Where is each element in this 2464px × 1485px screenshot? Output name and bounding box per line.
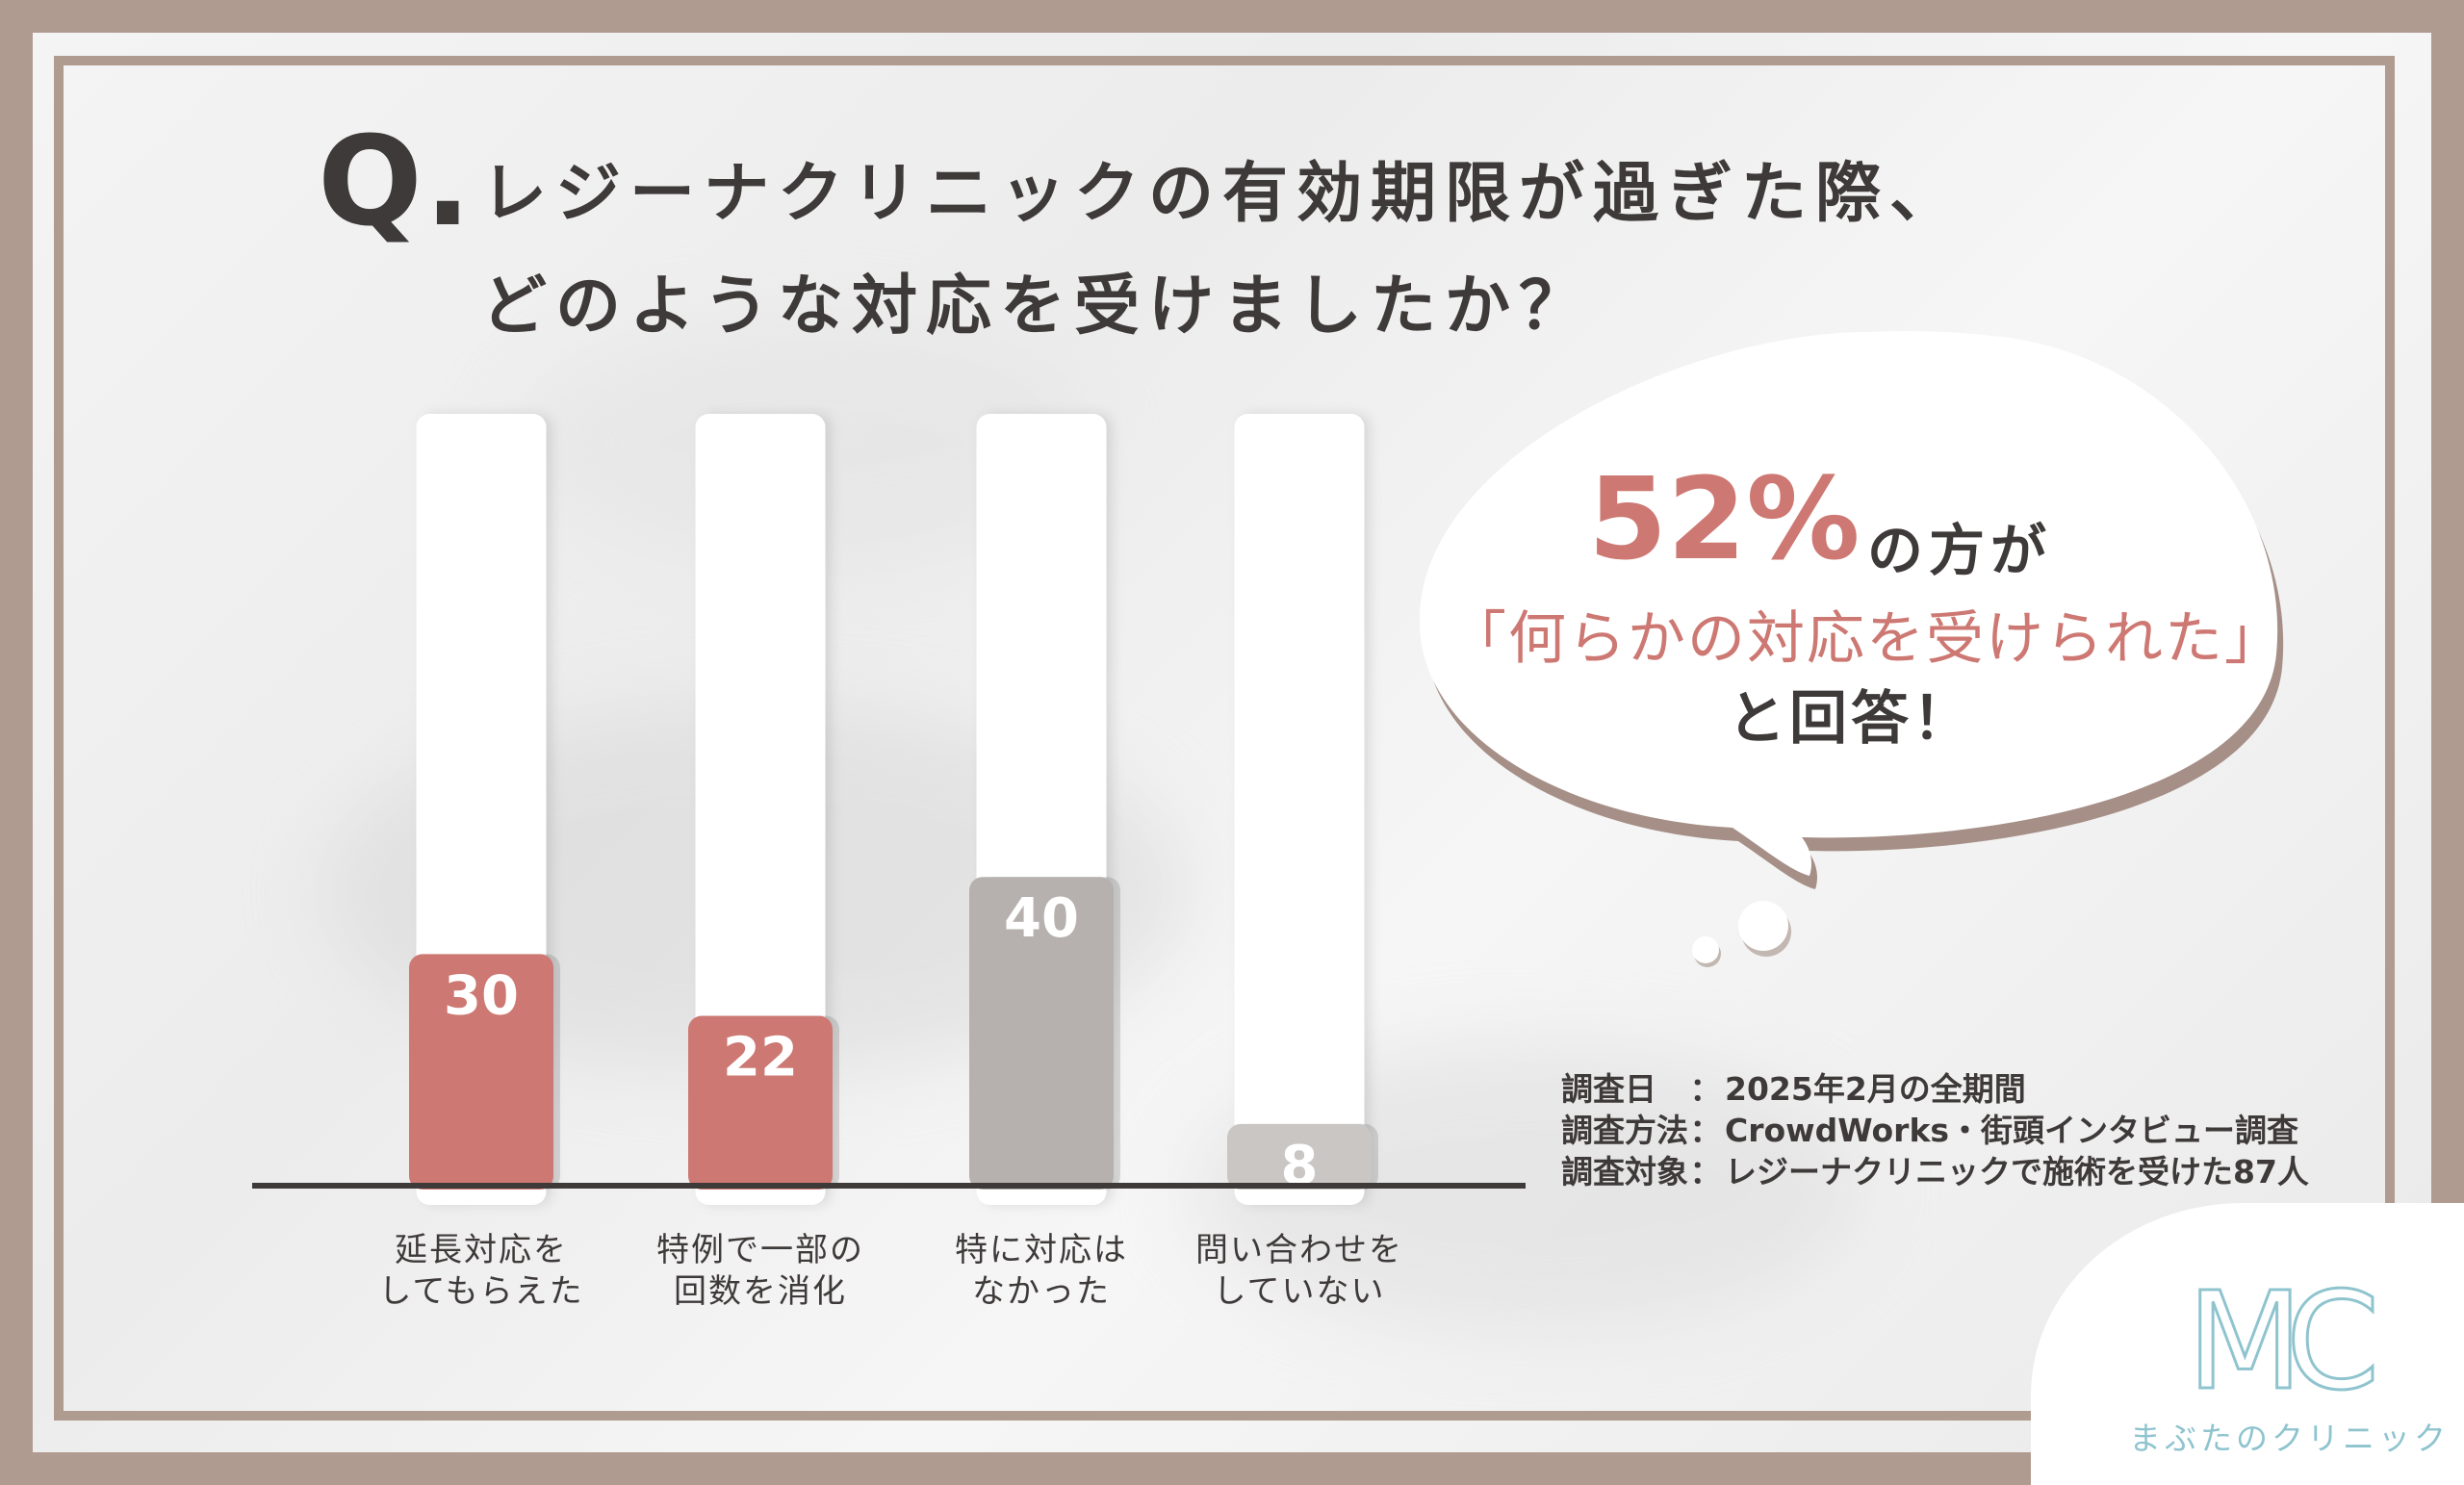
bar-value-label: 22 <box>723 1027 798 1089</box>
survey-row-target: 調査対象 ： レジーナクリニックで施術を受けた87人 <box>1561 1151 2309 1192</box>
survey-separator: ： <box>1689 1112 1722 1149</box>
bar-track <box>1234 414 1365 1205</box>
logo-name: まぶたのクリニック <box>2129 1420 2450 1457</box>
bar-track <box>695 414 826 1205</box>
category-label-line: なかった <box>972 1272 1111 1311</box>
bubble-suffix: の方が <box>1867 518 2053 583</box>
bubble-dot-large <box>1738 901 1788 951</box>
survey-separator: ： <box>1689 1153 1722 1191</box>
question-mark-label: Q. <box>318 111 474 254</box>
category-label-line: していない <box>1213 1272 1386 1311</box>
bubble-closing: と回答！ <box>1728 685 1974 753</box>
category-label-line: してもらえた <box>378 1272 584 1311</box>
category-label-line: 問い合わせを <box>1195 1231 1403 1269</box>
category-label-line: 延長対応を <box>395 1231 568 1269</box>
bar <box>409 954 553 1190</box>
bar <box>688 1015 833 1190</box>
category-label-line: 特に対応は <box>955 1231 1128 1269</box>
speech-bubble-shape <box>1419 331 2278 876</box>
category-label-line: 回数を消化 <box>674 1272 847 1311</box>
logo-letters: MC <box>2187 1264 2374 1421</box>
title-line-2: どのような対応を受けましたか？ <box>481 269 1594 345</box>
category-label: 延長対応を してもらえた <box>337 1230 626 1313</box>
survey-value: 2025年2月の全期間 <box>1725 1070 2026 1108</box>
survey-separator: ： <box>1689 1070 1722 1108</box>
category-label: 特に対応は なかった <box>897 1230 1186 1313</box>
survey-row-method: 調査方法 ： CrowdWorks・街頭インタビュー調査 <box>1561 1110 2309 1151</box>
survey-key: 調査日 <box>1561 1070 1656 1108</box>
bar <box>969 877 1114 1190</box>
category-label: 問い合わせを していない <box>1155 1230 1444 1313</box>
bar-value-label: 40 <box>1004 887 1079 950</box>
category-label: 特例で一部の 回数を消化 <box>616 1230 905 1313</box>
survey-value: CrowdWorks・街頭インタビュー調査 <box>1725 1112 2299 1149</box>
survey-key: 調査対象 <box>1561 1153 1688 1191</box>
survey-info: 調査日 ： 2025年2月の全期間 調査方法 ： CrowdWorks・街頭イン… <box>1561 1068 2309 1192</box>
survey-row-date: 調査日 ： 2025年2月の全期間 <box>1561 1068 2309 1110</box>
title-line-1: レジーナクリニックの有効期限が過ぎた際、 <box>481 156 1964 232</box>
inner-frame <box>54 56 2395 1421</box>
logo-panel <box>2031 1203 2464 1485</box>
survey-key: 調査方法 <box>1561 1112 1688 1149</box>
bubble-dot-small <box>1692 936 1719 963</box>
bubble-quote: 「何らかの対応を受けられた」 <box>1449 605 2284 673</box>
bar-value-label: 30 <box>444 964 519 1027</box>
survey-value: レジーナクリニックで施術を受けた87人 <box>1725 1153 2309 1191</box>
bar <box>1227 1123 1372 1190</box>
bubble-percent: 52% <box>1588 452 1861 585</box>
category-label-line: 特例で一部の <box>656 1231 864 1269</box>
